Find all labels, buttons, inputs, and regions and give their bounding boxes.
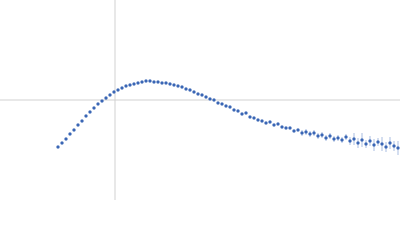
point: [164, 81, 168, 85]
point: [120, 86, 124, 90]
point: [300, 131, 304, 135]
point: [264, 121, 268, 125]
point: [148, 79, 152, 83]
point: [288, 126, 292, 130]
point: [232, 108, 236, 112]
point: [292, 129, 296, 133]
point: [384, 145, 388, 149]
point: [316, 134, 320, 138]
point: [156, 80, 160, 84]
point: [276, 122, 280, 126]
point: [108, 93, 112, 97]
point: [368, 139, 372, 143]
point: [220, 102, 224, 106]
point: [356, 141, 360, 145]
point: [136, 81, 140, 85]
point: [208, 97, 212, 101]
point: [200, 93, 204, 97]
point: [132, 82, 136, 86]
point: [172, 83, 176, 87]
point: [248, 115, 252, 119]
point: [348, 139, 352, 143]
point: [352, 137, 356, 141]
point: [324, 136, 328, 140]
point: [212, 98, 216, 102]
point: [96, 102, 100, 106]
point: [160, 81, 164, 85]
point: [56, 145, 60, 149]
point: [280, 125, 284, 129]
point: [60, 141, 64, 145]
point: [116, 88, 120, 92]
point: [104, 96, 108, 100]
point: [308, 132, 312, 136]
point: [252, 116, 256, 120]
point: [392, 144, 396, 148]
point: [124, 84, 128, 88]
point: [228, 105, 232, 109]
point: [304, 130, 308, 134]
point: [88, 110, 92, 114]
point: [388, 141, 392, 145]
point: [64, 137, 68, 141]
point: [340, 138, 344, 142]
point: [364, 142, 368, 146]
point: [336, 136, 340, 140]
point: [272, 123, 276, 127]
point: [140, 80, 144, 84]
point: [72, 128, 76, 132]
point: [268, 120, 272, 124]
point: [144, 79, 148, 83]
point: [204, 95, 208, 99]
point: [152, 80, 156, 84]
chart: [0, 0, 400, 200]
point: [256, 118, 260, 122]
point: [380, 142, 384, 146]
point: [376, 140, 380, 144]
point: [372, 143, 376, 147]
point: [80, 119, 84, 123]
point: [128, 83, 132, 87]
point: [240, 112, 244, 116]
point: [244, 111, 248, 115]
point: [296, 128, 300, 132]
point: [112, 90, 116, 94]
point: [176, 84, 180, 88]
point: [312, 131, 316, 135]
point: [100, 99, 104, 103]
point: [224, 104, 228, 108]
point: [260, 119, 264, 123]
point: [284, 126, 288, 130]
point: [192, 90, 196, 94]
point: [332, 137, 336, 141]
point: [84, 114, 88, 118]
point: [328, 134, 332, 138]
point: [188, 88, 192, 92]
point: [68, 132, 72, 136]
point: [216, 101, 220, 105]
point: [76, 123, 80, 127]
point: [344, 135, 348, 139]
point: [168, 82, 172, 86]
point: [196, 92, 200, 96]
point: [320, 133, 324, 137]
point: [92, 106, 96, 110]
point: [180, 85, 184, 89]
point: [396, 146, 400, 150]
point: [236, 109, 240, 113]
point: [184, 87, 188, 91]
point: [360, 138, 364, 142]
